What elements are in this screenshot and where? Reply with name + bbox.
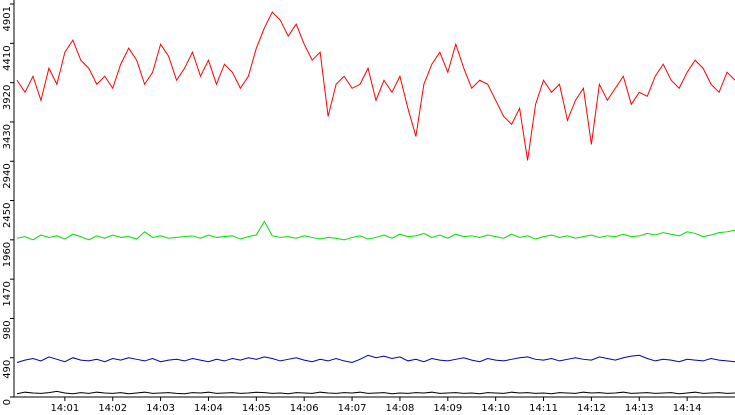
x-tick-label: 14:04	[194, 403, 223, 414]
y-tick-label: 0	[2, 399, 13, 405]
x-tick-label: 14:11	[529, 403, 558, 414]
y-tick-label: 980	[2, 320, 13, 339]
series-line	[16, 220, 735, 241]
y-tick-label: 2450	[2, 203, 13, 228]
x-tick-label: 14:01	[50, 403, 79, 414]
series-line	[16, 354, 735, 364]
x-tick-label: 14:02	[98, 403, 127, 414]
series-line	[16, 390, 735, 395]
y-tick-label: 4410	[2, 45, 13, 70]
y-tick-label: 1470	[2, 281, 13, 306]
y-tick-label: 490	[2, 360, 13, 379]
y-tick-label: 2940	[2, 163, 13, 188]
x-tick-label: 14:12	[577, 403, 606, 414]
x-tick-label: 14:03	[146, 403, 175, 414]
x-tick-label: 14:08	[386, 403, 415, 414]
x-tick-label: 14:07	[338, 403, 367, 414]
y-tick-label: 1960	[2, 242, 13, 267]
x-tick-label: 14:05	[242, 403, 271, 414]
x-tick-label: 14:13	[625, 403, 654, 414]
x-tick-label: 14:09	[433, 403, 462, 414]
y-tick-label: 4901	[2, 6, 13, 31]
x-tick-label: 14:06	[290, 403, 319, 414]
y-tick-label: 3920	[2, 85, 13, 110]
x-tick-label: 14:10	[481, 403, 510, 414]
series-line	[16, 11, 735, 161]
y-tick-label: 3430	[2, 124, 13, 149]
x-tick-label: 14:14	[673, 403, 702, 414]
